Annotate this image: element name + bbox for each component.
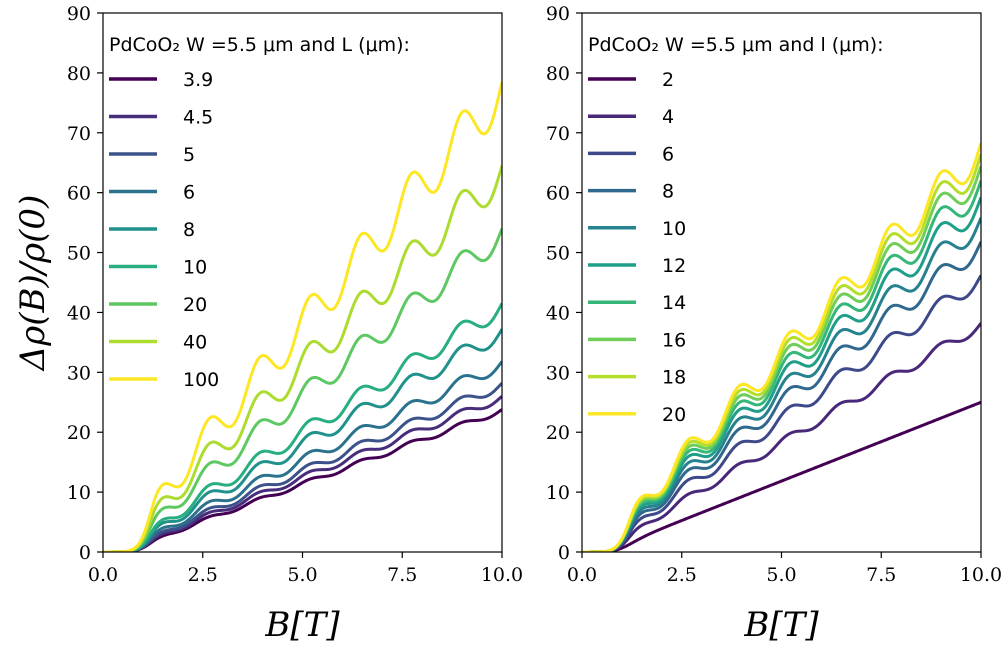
- x-tick-label: 10.0: [960, 564, 1002, 586]
- series-line-3.9: [103, 408, 502, 552]
- series-line-18: [582, 153, 981, 552]
- series-line-12: [582, 196, 981, 552]
- series-line-4: [582, 322, 981, 552]
- legend-entry: 14: [662, 292, 686, 314]
- x-tick-label: 0.0: [567, 564, 597, 586]
- legend-entry: 8: [183, 219, 195, 241]
- y-tick-label: 30: [546, 362, 570, 384]
- series-line-2: [582, 400, 981, 552]
- series-line-20: [103, 228, 502, 552]
- plot-frame: [102, 12, 503, 553]
- series-line-5: [103, 382, 502, 552]
- legend-entry: 20: [183, 294, 207, 316]
- y-tick-label: 60: [546, 183, 570, 205]
- legend-entry: 20: [662, 404, 686, 426]
- legend-entry: 4: [662, 106, 674, 128]
- legend-entry: 18: [662, 367, 686, 389]
- series-line-10: [582, 217, 981, 552]
- y-tick-label: 70: [67, 123, 91, 145]
- y-tick-label: 60: [67, 183, 91, 205]
- series-line-6: [103, 360, 502, 552]
- y-tick-label: 70: [546, 123, 570, 145]
- y-tick-label: 0: [558, 542, 570, 564]
- y-tick-label: 40: [546, 302, 570, 324]
- legend-entry: 4.5: [183, 107, 213, 129]
- series-line-6: [582, 274, 981, 552]
- series-line-16: [582, 165, 981, 552]
- x-tick-label: 2.5: [667, 564, 697, 586]
- legend-entry: 8: [662, 181, 674, 203]
- legend-entry: 2: [662, 69, 674, 91]
- series-line-14: [582, 180, 981, 552]
- x-tick-label: 5.0: [287, 564, 317, 586]
- x-tick-label: 0.0: [88, 564, 118, 586]
- y-tick-label: 20: [546, 422, 570, 444]
- y-tick-label: 0: [79, 542, 91, 564]
- legend-entry: 10: [662, 218, 686, 240]
- x-axis-label: B[T]: [743, 605, 819, 645]
- y-tick-label: 90: [67, 3, 91, 25]
- series-line-8: [582, 241, 981, 552]
- right-panel: 0.0 2.5 5.0 7.5 10.0 0 10 20 30 40 50 60 70 80 90 B[T] P…: [546, 3, 1002, 645]
- y-tick-label: 80: [546, 63, 570, 85]
- y-axis-label: Δρ(B)/ρ(0): [13, 195, 53, 373]
- legend-entry: 10: [183, 257, 207, 279]
- legend-entry: 100: [183, 369, 219, 391]
- y-tick-label: 50: [67, 243, 91, 265]
- x-tick-label: 2.5: [188, 564, 218, 586]
- x-axis-label: B[T]: [264, 605, 340, 645]
- x-tick-label: 10.0: [481, 564, 523, 586]
- y-tick-label: 10: [546, 482, 570, 504]
- y-tick-label: 40: [67, 302, 91, 324]
- series-line-40: [103, 165, 502, 552]
- x-tick-label: 7.5: [387, 564, 417, 586]
- legend-title: PdCoO₂ W =5.5 μm and L (μm):: [109, 34, 410, 56]
- series-line-20: [582, 142, 981, 552]
- y-tick-label: 80: [67, 63, 91, 85]
- legend: PdCoO₂ W =5.5 μm and l (μm): 2 4 6 8 10 12 14 16…: [588, 34, 884, 426]
- y-tick-label: 50: [546, 243, 570, 265]
- legend-entry: 6: [662, 143, 674, 165]
- legend-entry: 6: [183, 182, 195, 204]
- legend: PdCoO₂ W =5.5 μm and L (μm): 3.9 4.5 5 6 8 10 2…: [109, 34, 410, 391]
- series-line-10: [103, 302, 502, 552]
- legend-entry: 3.9: [183, 69, 213, 91]
- left-panel: 0.0 2.5 5.0 7.5 10.0 0 10 20 30 40 50 60 70 80 90 B[T] Δ…: [13, 3, 523, 645]
- legend-entry: 40: [183, 332, 207, 354]
- series-line-100: [103, 81, 502, 552]
- y-tick-label: 90: [546, 3, 570, 25]
- legend-entry: 16: [662, 329, 686, 351]
- y-tick-label: 20: [67, 422, 91, 444]
- x-tick-label: 7.5: [866, 564, 896, 586]
- x-tick-label: 5.0: [766, 564, 796, 586]
- legend-entry: 5: [183, 144, 195, 166]
- series-line-4.5: [103, 395, 502, 552]
- y-tick-label: 30: [67, 362, 91, 384]
- legend-entry: 12: [662, 255, 686, 277]
- series-line-8: [103, 328, 502, 552]
- y-tick-label: 10: [67, 482, 91, 504]
- legend-title: PdCoO₂ W =5.5 μm and l (μm):: [588, 34, 884, 56]
